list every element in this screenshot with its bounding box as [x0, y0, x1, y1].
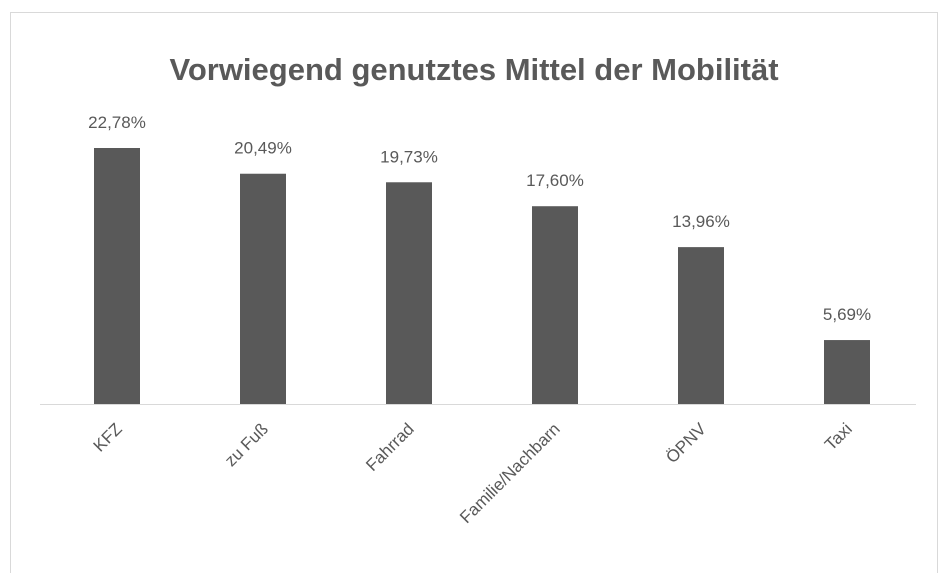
value-label: 5,69% [823, 305, 871, 324]
value-label: 13,96% [672, 212, 730, 231]
bar [678, 247, 724, 404]
value-label: 17,60% [526, 171, 584, 190]
bar [94, 148, 140, 404]
bar [824, 340, 870, 404]
bar [240, 173, 286, 404]
value-label: 20,49% [234, 139, 292, 158]
bar [532, 206, 578, 404]
value-label: 22,78% [88, 113, 146, 132]
value-label: 19,73% [380, 147, 438, 166]
chart-frame [10, 12, 938, 573]
bar [386, 182, 432, 404]
chart-title: Vorwiegend genutztes Mittel der Mobilitä… [169, 52, 778, 87]
